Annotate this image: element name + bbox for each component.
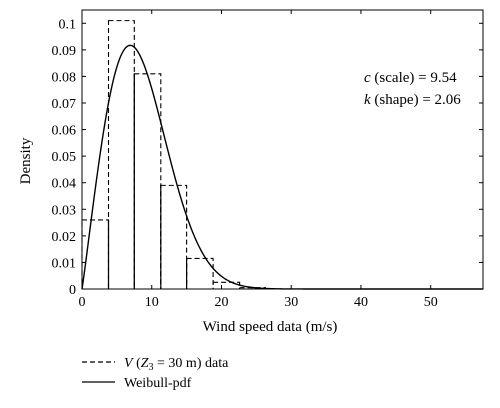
- x-tick-label-3: 30: [284, 295, 298, 310]
- y-tick-label-0: 0: [69, 283, 76, 298]
- y-tick-label-7: 0.07: [52, 97, 77, 112]
- y-tick-label-1: 0.01: [52, 256, 77, 271]
- y-tick-label-4: 0.04: [52, 177, 77, 192]
- y-axis-ticks: 0 0.01 0.02 0.03 0.04 0.05 0.06 0.07 0.08 0.09 0.1: [52, 17, 483, 298]
- y-tick-label-6: 0.06: [52, 124, 77, 139]
- x-axis-label: Wind speed data (m/s): [203, 319, 338, 335]
- y-tick-label-3: 0.03: [52, 203, 77, 218]
- annotation-shape: k (shape) = 2.06: [364, 92, 461, 108]
- y-tick-label-9: 0.09: [52, 44, 77, 59]
- histogram-bar-3: [160, 184, 188, 290]
- legend-entry-histogram: V (Z3 = 30 m) data: [124, 356, 229, 373]
- y-axis-label: Density: [18, 137, 34, 184]
- x-tick-label-2: 20: [214, 295, 228, 310]
- x-tick-label-5: 50: [424, 295, 438, 310]
- legend: V (Z3 = 30 m) data Weibull-pdf: [82, 356, 229, 391]
- x-tick-label-4: 40: [354, 295, 368, 310]
- legend-entry-weibull: Weibull-pdf: [124, 376, 192, 391]
- y-tick-label-5: 0.05: [52, 150, 77, 165]
- histogram-bar-1: [107, 20, 135, 290]
- histogram-layer: [81, 20, 266, 290]
- y-tick-label-8: 0.08: [52, 70, 77, 85]
- histogram-bar-0: [81, 219, 110, 290]
- annotation-scale: c (scale) = 9.54: [364, 70, 457, 86]
- plot-frame: [81, 9, 484, 290]
- y-tick-label-10: 0.1: [59, 17, 77, 32]
- x-tick-label-0: 0: [79, 295, 86, 310]
- x-axis-ticks: 0 10 20 30 40 50: [79, 10, 438, 310]
- x-tick-label-1: 10: [145, 295, 159, 310]
- y-tick-label-2: 0.02: [52, 230, 77, 245]
